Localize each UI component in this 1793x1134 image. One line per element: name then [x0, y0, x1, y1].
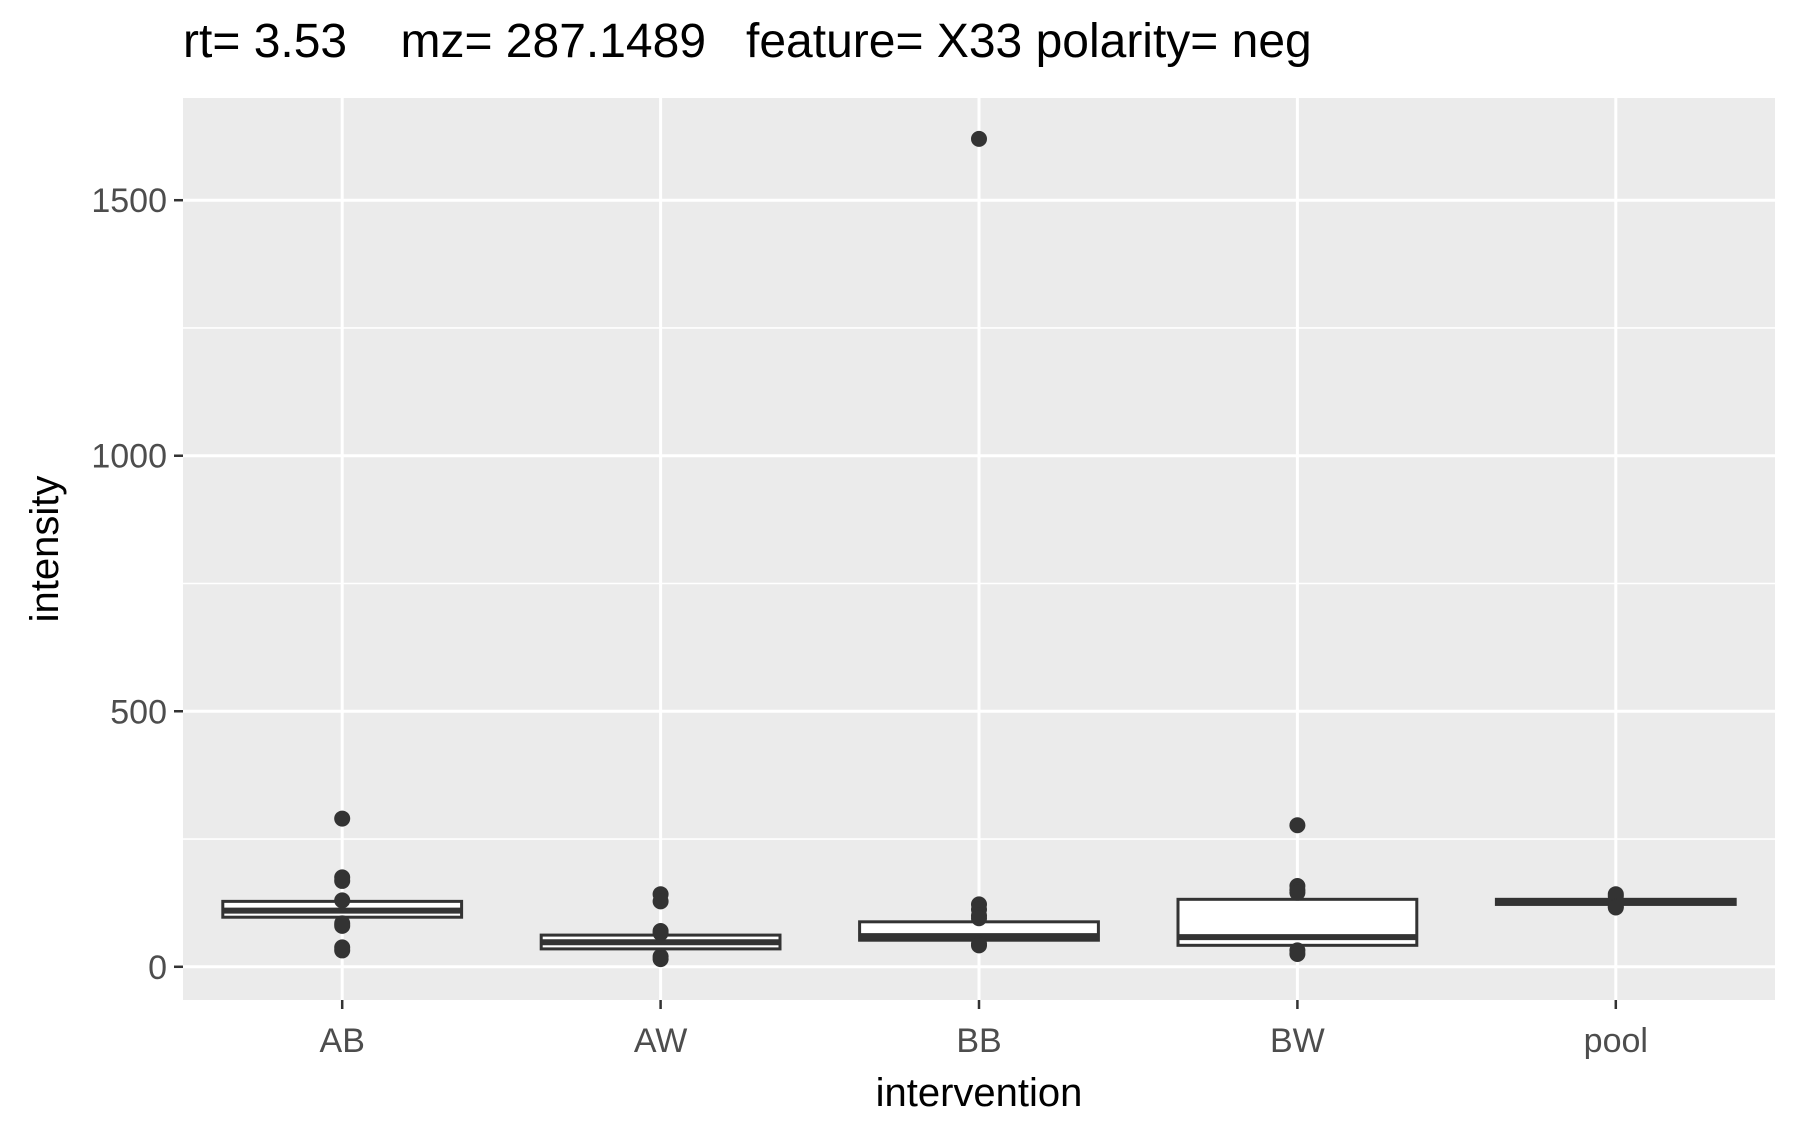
outlier-point	[1607, 899, 1624, 916]
outlier-points	[334, 130, 1624, 968]
outlier-point	[334, 872, 351, 889]
outlier-point	[1289, 817, 1306, 834]
outlier-point	[334, 810, 351, 827]
outlier-point	[334, 942, 351, 959]
x-tick-label: BW	[1270, 1022, 1325, 1060]
y-tick-label: 1000	[91, 438, 167, 476]
outlier-point	[971, 910, 987, 927]
outlier-point	[1289, 884, 1306, 901]
x-tick-label: pool	[1584, 1022, 1648, 1060]
x-axis-ticks: AB AW BB BW pool	[320, 1000, 1648, 1060]
grid-lines	[183, 98, 1775, 1000]
outlier-point	[1289, 946, 1306, 963]
outlier-point	[334, 917, 351, 934]
y-axis-ticks: 0 500 1000 1500	[91, 182, 183, 987]
outlier-point	[652, 951, 669, 968]
outlier-point	[652, 925, 669, 942]
box-ab	[221, 898, 464, 921]
outlier-point	[971, 937, 987, 954]
y-tick-label: 1500	[91, 182, 167, 220]
x-axis-title: intervention	[876, 1071, 1083, 1115]
y-tick-label: 0	[148, 949, 167, 987]
box-aw	[539, 933, 782, 953]
y-axis-title: intensity	[23, 476, 67, 623]
x-tick-label: BB	[956, 1022, 1001, 1060]
chart-title: rt= 3.53 mz= 287.1489 feature= X33 polar…	[183, 15, 1312, 68]
y-tick-label: 500	[110, 693, 167, 731]
x-tick-label: AW	[634, 1022, 688, 1060]
outlier-point	[334, 892, 351, 909]
box-bw	[1176, 895, 1419, 948]
outlier-point	[652, 893, 669, 910]
x-tick-label: AB	[320, 1022, 365, 1060]
outlier-point	[971, 130, 987, 147]
